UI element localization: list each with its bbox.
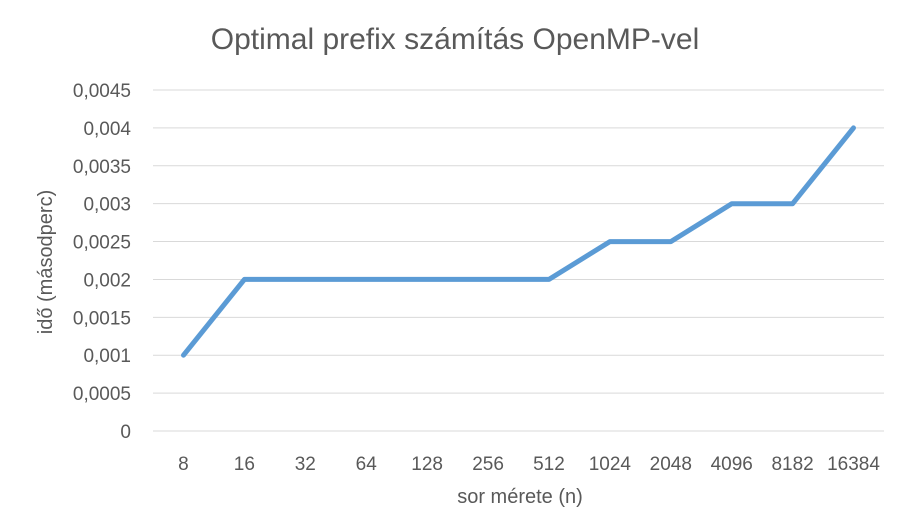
y-tick-label: 0,0035 [73, 157, 131, 178]
x-axis-ticks: 8 16 32 64 128 256 512 1024 2048 4096 8182 16384 [178, 454, 880, 475]
y-tick-label: 0,004 [83, 119, 131, 140]
y-tick-label: 0,002 [83, 270, 131, 291]
y-tick-label: 0 [120, 422, 131, 443]
series-group [181, 125, 856, 358]
x-tick-label: 1024 [589, 454, 632, 475]
x-tick-label: 16 [234, 454, 255, 475]
series-line [181, 125, 856, 358]
x-tick-label: 8 [178, 454, 189, 475]
x-tick-label: 32 [295, 454, 316, 475]
x-tick-label: 64 [356, 454, 378, 475]
y-tick-label: 0,0045 [73, 81, 131, 102]
y-axis-label: idő (másodperc) [35, 190, 57, 335]
x-tick-label: 128 [411, 454, 443, 475]
y-axis-ticks: 0 0,0005 0,001 0,0015 0,002 0,0025 0,003 0,0035… [73, 81, 132, 443]
gridlines [153, 89, 884, 432]
x-axis-label: sor mérete (n) [457, 486, 583, 508]
x-tick-label: 4096 [711, 454, 753, 475]
chart-title: Optimal prefix számítás OpenMP-vel [211, 23, 699, 56]
y-tick-label: 0,003 [83, 195, 131, 216]
x-tick-label: 8182 [771, 454, 813, 475]
y-tick-label: 0,001 [83, 346, 131, 367]
x-tick-label: 256 [472, 454, 504, 475]
x-tick-label: 512 [533, 454, 565, 475]
y-tick-label: 0,0015 [73, 308, 131, 329]
y-tick-label: 0,0025 [73, 233, 131, 254]
y-tick-label: 0,0005 [73, 384, 131, 405]
x-tick-label: 2048 [650, 454, 692, 475]
x-tick-label: 16384 [827, 454, 880, 475]
